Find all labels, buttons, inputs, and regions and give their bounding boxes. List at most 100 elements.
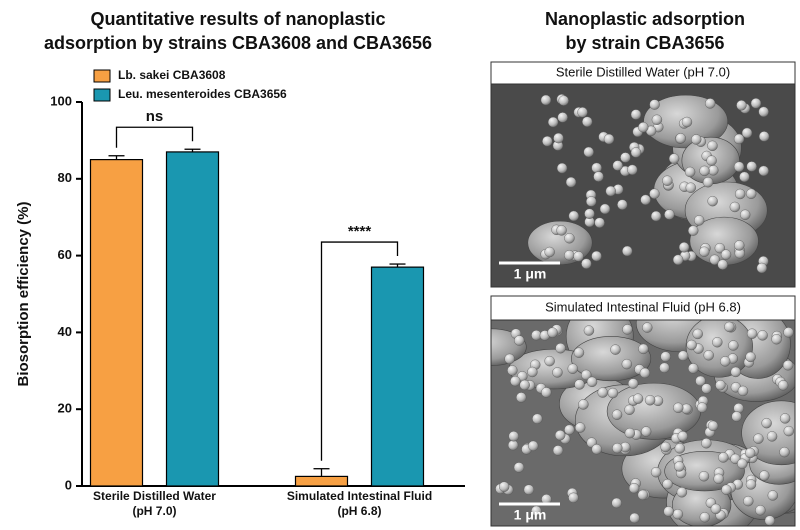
chart-title: adsorption by strains CBA3608 and CBA365…	[44, 33, 432, 53]
nanoparticle	[583, 146, 594, 158]
nanoparticle	[568, 210, 579, 222]
nanoparticle	[707, 140, 718, 152]
chart-title: Quantitative results of nanoplastic	[90, 9, 385, 29]
nanoparticle	[622, 245, 633, 257]
sem-image: 1 μm	[491, 84, 795, 287]
nanoparticle	[527, 366, 538, 378]
nanoparticle	[624, 404, 635, 415]
nanoparticle	[724, 321, 735, 333]
nanoparticle	[736, 100, 747, 111]
nanoparticle	[564, 250, 575, 261]
nanoparticle	[745, 479, 757, 490]
nanoparticle	[577, 107, 588, 118]
nanoparticle	[755, 505, 766, 516]
nanoparticle	[750, 98, 762, 109]
nanoparticle	[558, 95, 569, 106]
nanoparticle	[745, 351, 756, 363]
image-caption: Simulated Intestinal Fluid (pH 6.8)	[545, 299, 741, 314]
y-tick-label: 40	[58, 324, 72, 339]
nanoparticle	[591, 162, 602, 174]
nanoparticle	[662, 175, 673, 186]
nanoparticle	[586, 376, 598, 388]
nanoparticle	[662, 478, 673, 490]
nanoparticle	[701, 438, 712, 449]
nanoparticle	[507, 440, 519, 451]
nanoparticle	[541, 387, 552, 398]
nanoparticle	[729, 201, 741, 213]
nanoparticle	[627, 164, 638, 175]
nanoparticle	[638, 343, 649, 355]
bar	[165, 151, 220, 487]
nanoparticle	[640, 194, 651, 205]
nanoparticle	[624, 427, 636, 439]
nanoparticle	[674, 461, 685, 472]
nanoparticle	[758, 165, 769, 177]
nanoparticle	[531, 505, 542, 517]
nanoparticle	[557, 112, 568, 123]
nanoparticle	[733, 161, 745, 172]
nanoparticle	[771, 334, 782, 345]
nanoparticle	[764, 515, 776, 526]
y-tick-label: 80	[58, 170, 72, 185]
nanoparticle	[779, 446, 790, 458]
nanoparticle	[555, 342, 566, 354]
nanoparticle	[504, 353, 515, 365]
nanoparticle	[553, 132, 564, 144]
nanoparticle	[637, 489, 648, 501]
nanoparticle	[556, 162, 568, 174]
image-caption: Sterile Distilled Water (pH 7.0)	[556, 64, 730, 79]
nanoparticle	[519, 379, 530, 391]
nanoparticle	[612, 160, 623, 171]
nanoparticle	[713, 473, 724, 485]
nanoparticle	[651, 114, 663, 125]
nanoparticle	[552, 445, 564, 456]
nanoparticle	[565, 176, 577, 188]
nanoparticle	[698, 471, 710, 482]
nanoparticle	[630, 109, 642, 120]
nanoparticle	[568, 492, 579, 503]
panel-title: Nanoplastic adsorption	[545, 9, 745, 29]
nanoparticle	[650, 210, 662, 222]
nanoparticle	[712, 337, 723, 348]
nanoparticle	[692, 328, 703, 340]
nanoparticle	[696, 402, 708, 413]
bar	[370, 266, 425, 487]
nanoparticle	[639, 367, 651, 379]
nanoparticle	[581, 369, 592, 381]
nanoparticle	[663, 506, 674, 517]
nanoparticle	[510, 375, 521, 387]
significance-label: ns	[146, 108, 164, 125]
nanoparticle	[743, 495, 754, 507]
nanoparticle	[659, 362, 670, 373]
nanoparticle	[699, 512, 711, 523]
nanoparticle	[699, 165, 710, 177]
nanoparticle	[761, 417, 772, 429]
nanoparticle	[622, 324, 633, 335]
nanoparticle	[516, 392, 527, 403]
nanoparticle	[629, 512, 640, 524]
nanoparticle	[707, 195, 718, 207]
nanoparticle	[621, 358, 633, 370]
y-tick-label: 60	[58, 247, 72, 262]
y-tick-label: 20	[58, 401, 72, 416]
nanoparticle	[691, 134, 702, 145]
nanoparticle	[703, 350, 714, 361]
image-border	[490, 83, 796, 288]
nanoparticle	[649, 188, 660, 199]
nanoparticle	[783, 425, 795, 437]
nanoparticle	[644, 395, 656, 406]
nanoparticle	[677, 431, 688, 442]
error-bar	[184, 148, 201, 152]
nanoparticle	[599, 203, 611, 215]
nanoparticle	[593, 171, 604, 182]
nanoparticle	[597, 387, 608, 398]
nanoparticle	[684, 166, 696, 178]
nanoparticle	[759, 470, 770, 481]
nanoparticle	[681, 116, 693, 128]
nanoparticle	[508, 431, 519, 442]
nanoparticle	[552, 367, 563, 378]
nanoparticle	[612, 442, 623, 454]
nanoparticle	[783, 327, 794, 338]
nanoparticle	[710, 503, 722, 515]
